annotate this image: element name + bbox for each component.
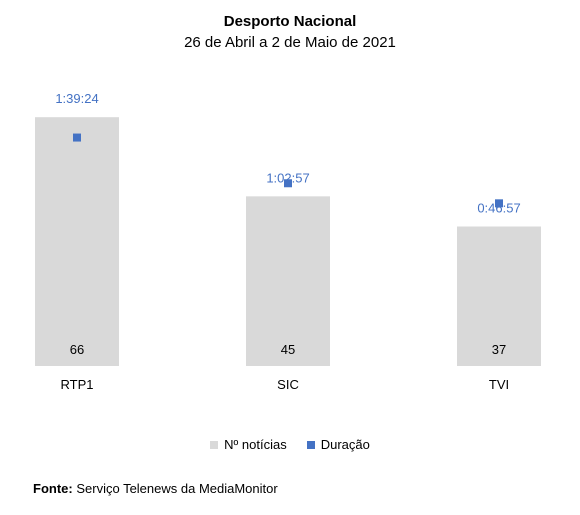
chart-title: Desporto Nacional bbox=[223, 13, 357, 30]
source-label: Fonte: bbox=[33, 481, 73, 496]
source-text: Serviço Telenews da MediaMonitor bbox=[76, 481, 278, 496]
bar-value-rtp1: 66 bbox=[70, 342, 84, 357]
legend-item-duracao: Duração bbox=[306, 437, 370, 452]
point-sic bbox=[284, 179, 292, 188]
legend-label-noticias: Nº notícias bbox=[224, 437, 287, 452]
duration-label-tvi: 0:46:57 bbox=[477, 201, 520, 216]
category-label-rtp1: RTP1 bbox=[61, 377, 94, 392]
source-note: Fonte: Serviço Telenews da MediaMonitor bbox=[33, 481, 278, 496]
point-tvi bbox=[495, 199, 503, 208]
chart-subtitle: 26 de Abril a 2 de Maio de 2021 bbox=[184, 34, 396, 51]
legend-swatch-noticias bbox=[210, 440, 219, 449]
point-rtp1 bbox=[73, 133, 81, 142]
legend-item-noticias: Nº notícias bbox=[210, 437, 287, 452]
duration-label-rtp1: 1:39:24 bbox=[55, 91, 98, 106]
bar-value-sic: 45 bbox=[281, 342, 295, 357]
duration-label-sic: 1:02:57 bbox=[266, 170, 309, 185]
legend-swatch-duracao bbox=[306, 440, 315, 449]
category-label-sic: SIC bbox=[277, 377, 299, 392]
legend-label-duracao: Duração bbox=[320, 437, 370, 452]
bar-value-tvi: 37 bbox=[492, 342, 506, 357]
chart-area: 66 RTP1 1:39:24 45 SIC 1:02:57 37 TVI 0:46:57 bbox=[35, 91, 541, 392]
bar-rtp1 bbox=[35, 117, 119, 367]
bar-sic bbox=[246, 196, 330, 366]
category-label-tvi: TVI bbox=[489, 377, 509, 392]
bar-tvi bbox=[457, 226, 541, 366]
legend: Nº notícias Duração bbox=[0, 437, 580, 452]
